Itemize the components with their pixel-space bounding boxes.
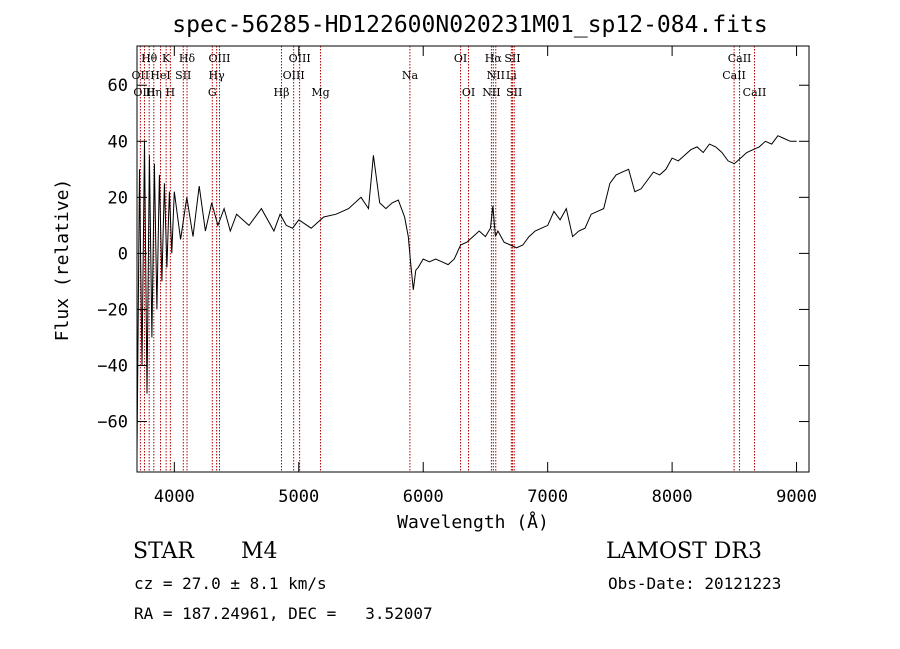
y-tick-label: −60 [97, 413, 128, 433]
emission-line-label: Hα [485, 52, 503, 65]
emission-line-label: G [208, 86, 217, 99]
emission-line-label: CaII [722, 69, 746, 82]
emission-line-labels: Hθ OII OIII K HeI Hη SII H Hδ OIII Hγ G OIII OIII Hβ Mg… [132, 52, 767, 99]
emission-line-label: OIII [289, 52, 311, 65]
x-axis-label: Wavelength (Å) [397, 511, 549, 533]
x-tick-label: 7000 [527, 487, 568, 507]
obs-date-text: Obs-Date: 20121223 [608, 574, 782, 593]
emission-line-label: OIII [208, 52, 230, 65]
emission-line-label: NII [482, 86, 500, 99]
emission-line-label: OIII [283, 69, 305, 82]
emission-line-label: CaII [743, 86, 767, 99]
emission-line-label: CaII [728, 52, 752, 65]
spectrum-line [136, 135, 797, 456]
emission-line-label: Hη [146, 86, 162, 99]
emission-line-label: OI [454, 52, 467, 65]
emission-line-label: OII [132, 69, 150, 82]
emission-line-label: Hγ [209, 69, 226, 82]
emission-line-label: Li [506, 69, 517, 82]
chart-title: spec-56285-HD122600N020231M01_sp12-084.f… [172, 12, 767, 38]
emission-line-label: Mg [311, 86, 329, 99]
x-tick-label: 4000 [154, 487, 195, 507]
emission-line-label: SII [175, 69, 191, 82]
x-tick-label: 8000 [652, 487, 693, 507]
emission-line-label: SII [504, 52, 520, 65]
object-class: STAR [133, 539, 194, 564]
y-axis-ticks: −60 −40 −20 0 20 40 60 [97, 76, 809, 433]
y-tick-label: −20 [97, 300, 128, 320]
emission-line-label: OI [462, 86, 475, 99]
emission-line-markers [139, 46, 755, 472]
x-tick-label: 9000 [776, 487, 817, 507]
y-tick-label: 40 [108, 132, 128, 152]
emission-line-label: Hθ [141, 52, 158, 65]
y-tick-label: 20 [108, 188, 128, 208]
plot-frame [136, 45, 810, 473]
emission-line-label: Na [402, 69, 419, 82]
emission-line-label: NII [487, 69, 505, 82]
survey-name: LAMOST DR3 [606, 539, 762, 564]
x-tick-label: 6000 [403, 487, 444, 507]
y-tick-label: 0 [118, 244, 128, 264]
y-tick-label: −40 [97, 357, 128, 377]
emission-line-label: SII [506, 86, 522, 99]
emission-line-label: K [162, 52, 171, 65]
x-axis-ticks: 4000 5000 6000 7000 8000 9000 [154, 46, 817, 507]
emission-line-label: H [166, 86, 176, 99]
emission-line-label: HeI [150, 69, 170, 82]
emission-line-label: OIII [133, 86, 155, 99]
y-tick-label: 60 [108, 76, 128, 96]
coordinates-text: RA = 187.24961, DEC = 3.52007 [134, 604, 433, 623]
emission-line-label: Hβ [274, 86, 290, 99]
y-axis-label: Flux (relative) [52, 179, 73, 342]
object-subclass: M4 [241, 539, 278, 564]
emission-line-label: Hδ [179, 52, 196, 65]
redshift-text: cz = 27.0 ± 8.1 km/s [134, 574, 327, 593]
x-tick-label: 5000 [278, 487, 319, 507]
